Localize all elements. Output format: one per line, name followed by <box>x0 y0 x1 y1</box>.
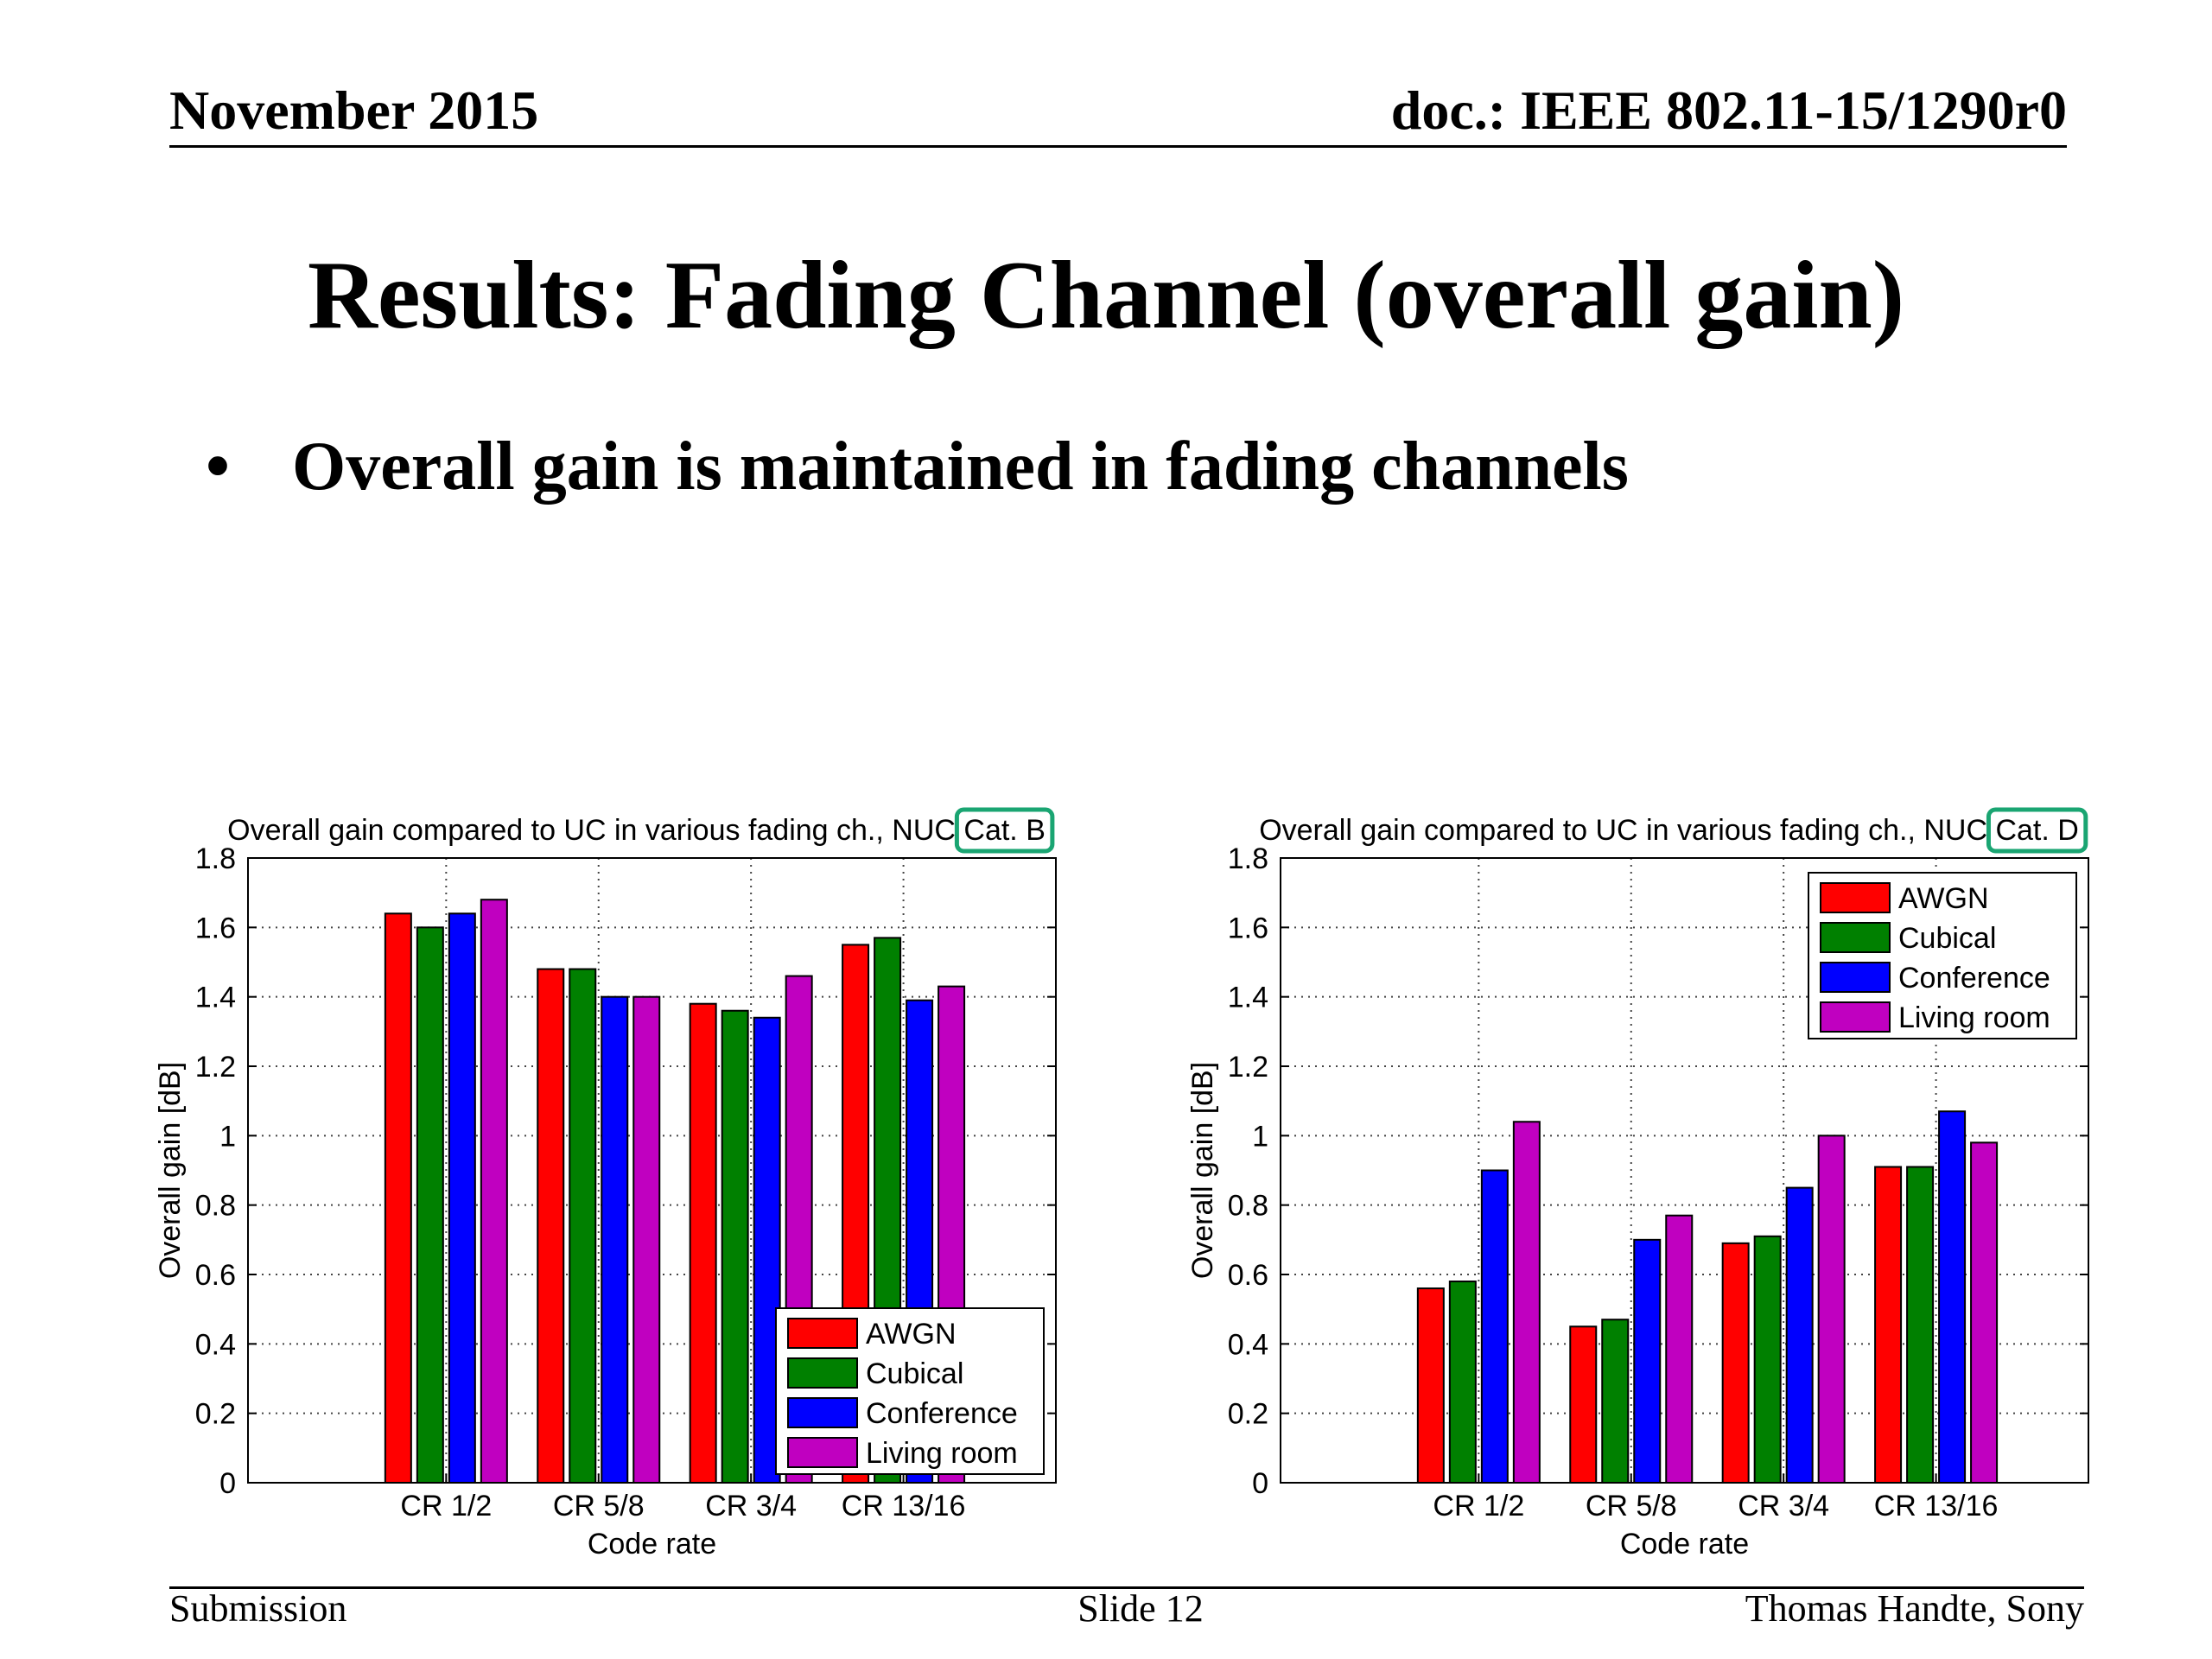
chart1-bar-cubical <box>1601 1319 1630 1484</box>
bullet-item: • Overall gain is maintained in fading ch… <box>206 432 1629 501</box>
chart1-ytick-label: 0.6 <box>1228 1259 1268 1292</box>
chart0-ytick-label: 1.2 <box>195 1051 236 1084</box>
chart0-legend-label: Cubical <box>866 1357 963 1390</box>
chart1-title-highlight-box <box>1986 807 2088 854</box>
footer-divider <box>169 1586 2084 1589</box>
chart0-bar-living-room <box>480 899 508 1484</box>
chart1-legend-label: AWGN <box>1898 882 1989 915</box>
header-divider <box>169 145 2067 148</box>
chart0-title-highlight-box <box>954 807 1055 854</box>
footer-slide-number: Slide 12 <box>1077 1587 1204 1630</box>
chart1-legend-swatch-cubical <box>1820 922 1891 953</box>
header-doc-id: doc.: IEEE 802.11-15/1290r0 <box>1390 79 2067 141</box>
chart1-ytick-label: 1 <box>1252 1120 1268 1153</box>
chart1-bar-awgn <box>1416 1287 1445 1484</box>
chart0-bar-conference <box>448 912 476 1484</box>
chart0-bar-cubical <box>721 1009 749 1484</box>
chart1-bar-awgn <box>1721 1242 1750 1484</box>
chart0-xlabel: Code rate <box>588 1528 716 1560</box>
chart0-bar-conference <box>601 995 629 1484</box>
chart0-xtick-label: CR 13/16 <box>842 1490 966 1522</box>
chart1-bar-conference <box>1480 1169 1509 1484</box>
chart1-bar-living-room <box>1665 1214 1694 1484</box>
chart1-legend-label: Cubical <box>1898 922 1996 955</box>
chart1-bar-conference <box>1938 1110 1967 1484</box>
chart0-xtick-label: CR 3/4 <box>705 1490 797 1522</box>
chart1-legend-label: Conference <box>1898 962 2050 995</box>
chart1-ytick-label: 1.2 <box>1228 1051 1268 1084</box>
chart0-title: Overall gain compared to UC in various f… <box>227 814 1046 847</box>
chart0-bar-living-room <box>632 995 661 1484</box>
chart0-ytick-label: 0 <box>219 1467 236 1500</box>
chart0-axes-frame <box>247 857 1057 1484</box>
chart1-bar-awgn <box>1569 1325 1598 1484</box>
chart0-legend-swatch-awgn <box>787 1318 858 1349</box>
chart1-bar-cubical <box>1448 1281 1477 1484</box>
chart0-ytick-label: 1 <box>219 1120 236 1153</box>
chart0-bar-cubical <box>569 968 597 1484</box>
slide-title: Results: Fading Channel (overall gain) <box>307 242 1905 349</box>
footer-author: Thomas Handte, Sony <box>1745 1587 2084 1630</box>
chart1-axes-frame <box>1280 857 2089 1484</box>
chart1-ytick-label: 1.4 <box>1228 982 1268 1014</box>
chart1-ytick-label: 0.4 <box>1228 1328 1268 1361</box>
chart0-ytick-label: 1.6 <box>195 912 236 944</box>
chart-cat-b: 0 0.2 0.4 0.6 0.8 1 1.2 1.4 1.6 1.8 CR 1/2 CR 5/8 CR… <box>138 786 1162 1573</box>
chart0-ytick-label: 1.4 <box>195 982 236 1014</box>
chart1-legend-swatch-conference <box>1820 962 1891 993</box>
chart0-legend-swatch-cubical <box>787 1357 858 1389</box>
chart1-title-highlight: Cat. D <box>1995 814 2078 847</box>
chart1-bar-awgn <box>1874 1166 1903 1484</box>
chart0-legend-label: Living room <box>866 1437 1018 1470</box>
chart1-bar-cubical <box>1906 1166 1935 1484</box>
chart0-xtick-label: CR 5/8 <box>553 1490 645 1522</box>
chart0-ylabel: Overall gain [dB] <box>154 1062 187 1279</box>
chart0-ytick-label: 0.4 <box>195 1328 236 1361</box>
chart1-xtick-label: CR 5/8 <box>1586 1490 1677 1522</box>
chart1-bar-living-room <box>1970 1141 1999 1484</box>
chart1-ytick-label: 1.6 <box>1228 912 1268 944</box>
chart0-title-highlight: Cat. B <box>963 814 1045 847</box>
chart0-ytick-label: 0.6 <box>195 1259 236 1292</box>
chart0-legend-swatch-conference <box>787 1397 858 1428</box>
chart1-xtick-label: CR 13/16 <box>1874 1490 1999 1522</box>
chart1-bar-cubical <box>1753 1235 1782 1484</box>
chart0-bar-awgn <box>384 912 412 1484</box>
header-date: November 2015 <box>169 79 539 141</box>
chart0-bar-awgn <box>537 968 565 1484</box>
chart1-legend-label: Living room <box>1898 1001 2050 1034</box>
chart1-legend-swatch-living-room <box>1820 1001 1891 1033</box>
footer-submission: Submission <box>169 1587 347 1630</box>
chart1-legend-swatch-awgn <box>1820 882 1891 913</box>
chart1-bar-conference <box>1633 1238 1662 1484</box>
chart1-bar-living-room <box>1512 1121 1541 1484</box>
chart1-title-prefix: Overall gain compared to UC in various f… <box>1259 814 1995 847</box>
chart1-bar-living-room <box>1817 1135 1846 1484</box>
chart-cat-d: 0 0.2 0.4 0.6 0.8 1 1.2 1.4 1.6 1.8 CR 1/2 CR 5/8 CR… <box>1171 786 2195 1573</box>
chart0-legend-label: AWGN <box>866 1318 957 1351</box>
chart0-xtick-label: CR 1/2 <box>400 1490 492 1522</box>
bullet-icon: • <box>206 429 231 505</box>
chart0-bar-awgn <box>689 1002 717 1484</box>
chart1-ylabel: Overall gain [dB] <box>1186 1062 1219 1279</box>
chart0-ytick-label: 0.2 <box>195 1398 236 1431</box>
chart1-ytick-label: 0.8 <box>1228 1190 1268 1223</box>
chart1-ytick-label: 1.8 <box>1228 842 1268 875</box>
chart-cat-d-svg: 0 0.2 0.4 0.6 0.8 1 1.2 1.4 1.6 1.8 CR 1/2 CR 5/8 CR… <box>1186 807 2089 1560</box>
chart0-title-prefix: Overall gain compared to UC in various f… <box>227 814 963 847</box>
bullet-text: Overall gain is maintained in fading cha… <box>292 429 1629 505</box>
chart1-bar-conference <box>1785 1186 1814 1484</box>
chart0-bar-cubical <box>416 926 444 1484</box>
chart1-xtick-label: CR 3/4 <box>1738 1490 1829 1522</box>
chart1-xtick-label: CR 1/2 <box>1433 1490 1524 1522</box>
chart0-ytick-label: 1.8 <box>195 842 236 875</box>
chart1-title: Overall gain compared to UC in various f… <box>1259 814 2079 847</box>
chart0-ytick-label: 0.8 <box>195 1190 236 1223</box>
chart-cat-b-svg: 0 0.2 0.4 0.6 0.8 1 1.2 1.4 1.6 1.8 CR 1/2 CR 5/8 CR… <box>154 807 1057 1560</box>
chart1-ytick-label: 0.2 <box>1228 1398 1268 1431</box>
chart1-ytick-label: 0 <box>1252 1467 1268 1500</box>
chart0-legend-swatch-living-room <box>787 1437 858 1468</box>
chart1-xlabel: Code rate <box>1620 1528 1749 1560</box>
chart0-legend-label: Conference <box>866 1397 1018 1430</box>
